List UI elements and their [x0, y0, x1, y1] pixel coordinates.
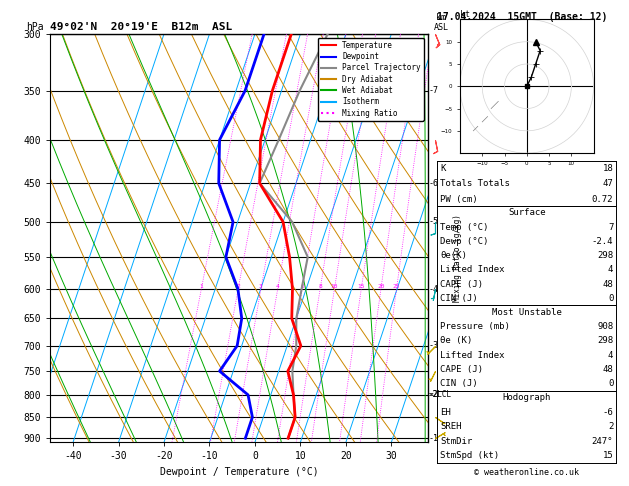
Text: 7: 7 [608, 223, 613, 232]
Text: 4: 4 [608, 351, 613, 360]
Text: CIN (J): CIN (J) [440, 380, 478, 388]
Text: 15: 15 [357, 284, 365, 289]
Text: © weatheronline.co.uk: © weatheronline.co.uk [474, 468, 579, 477]
Text: kt: kt [460, 10, 470, 19]
Text: 1: 1 [199, 284, 203, 289]
Text: K: K [440, 164, 446, 173]
Text: SREH: SREH [440, 422, 462, 431]
Text: 48: 48 [603, 279, 613, 289]
X-axis label: Dewpoint / Temperature (°C): Dewpoint / Temperature (°C) [160, 467, 318, 477]
Text: -2: -2 [428, 390, 438, 399]
Text: km
ASL: km ASL [433, 13, 448, 32]
Text: 20: 20 [377, 284, 385, 289]
Text: 2: 2 [608, 422, 613, 431]
Text: -2.4: -2.4 [592, 237, 613, 246]
Text: Lifted Index: Lifted Index [440, 265, 505, 275]
Text: StmSpd (kt): StmSpd (kt) [440, 451, 499, 460]
Text: 10: 10 [331, 284, 338, 289]
Text: Pressure (mb): Pressure (mb) [440, 322, 510, 331]
Text: -1: -1 [428, 434, 438, 443]
Text: =2LCL: =2LCL [428, 390, 452, 399]
Text: 298: 298 [597, 336, 613, 345]
Text: 298: 298 [597, 251, 613, 260]
Text: Lifted Index: Lifted Index [440, 351, 505, 360]
Text: -4: -4 [428, 284, 438, 294]
Text: Dewp (°C): Dewp (°C) [440, 237, 489, 246]
Text: EH: EH [440, 408, 451, 417]
Text: -7: -7 [428, 86, 438, 95]
Text: 6: 6 [300, 284, 304, 289]
Text: CAPE (J): CAPE (J) [440, 279, 483, 289]
Text: 908: 908 [597, 322, 613, 331]
Text: 4: 4 [608, 265, 613, 275]
Text: 48: 48 [603, 365, 613, 374]
Text: 0: 0 [608, 380, 613, 388]
Text: Totals Totals: Totals Totals [440, 179, 510, 188]
Text: 25: 25 [392, 284, 400, 289]
Text: Mixing Ratio (g/kg): Mixing Ratio (g/kg) [454, 215, 462, 302]
Text: hPa: hPa [26, 22, 43, 32]
Text: StmDir: StmDir [440, 437, 472, 446]
Text: 2: 2 [237, 284, 240, 289]
Text: 18: 18 [603, 164, 613, 173]
Text: CAPE (J): CAPE (J) [440, 365, 483, 374]
Legend: Temperature, Dewpoint, Parcel Trajectory, Dry Adiabat, Wet Adiabat, Isotherm, Mi: Temperature, Dewpoint, Parcel Trajectory… [318, 38, 424, 121]
Text: θe(K): θe(K) [440, 251, 467, 260]
Text: 4: 4 [276, 284, 279, 289]
Text: Surface: Surface [508, 208, 545, 217]
Text: 247°: 247° [592, 437, 613, 446]
Text: -6: -6 [603, 408, 613, 417]
Text: Most Unstable: Most Unstable [492, 308, 562, 316]
Text: 47: 47 [603, 179, 613, 188]
Text: CIN (J): CIN (J) [440, 294, 478, 303]
Text: 0: 0 [608, 294, 613, 303]
Text: 3: 3 [259, 284, 263, 289]
Text: 15: 15 [603, 451, 613, 460]
Text: 0.72: 0.72 [592, 195, 613, 204]
Text: 49°02'N  20°19'E  B12m  ASL: 49°02'N 20°19'E B12m ASL [50, 22, 233, 32]
Text: -5: -5 [428, 217, 438, 226]
Text: Temp (°C): Temp (°C) [440, 223, 489, 232]
Text: 17.04.2024  15GMT  (Base: 12): 17.04.2024 15GMT (Base: 12) [437, 12, 608, 22]
Text: 8: 8 [318, 284, 322, 289]
Text: Hodograph: Hodograph [503, 393, 551, 402]
Text: PW (cm): PW (cm) [440, 195, 478, 204]
Text: -6: -6 [428, 179, 438, 188]
Text: θe (K): θe (K) [440, 336, 472, 345]
Text: -3: -3 [428, 341, 438, 350]
